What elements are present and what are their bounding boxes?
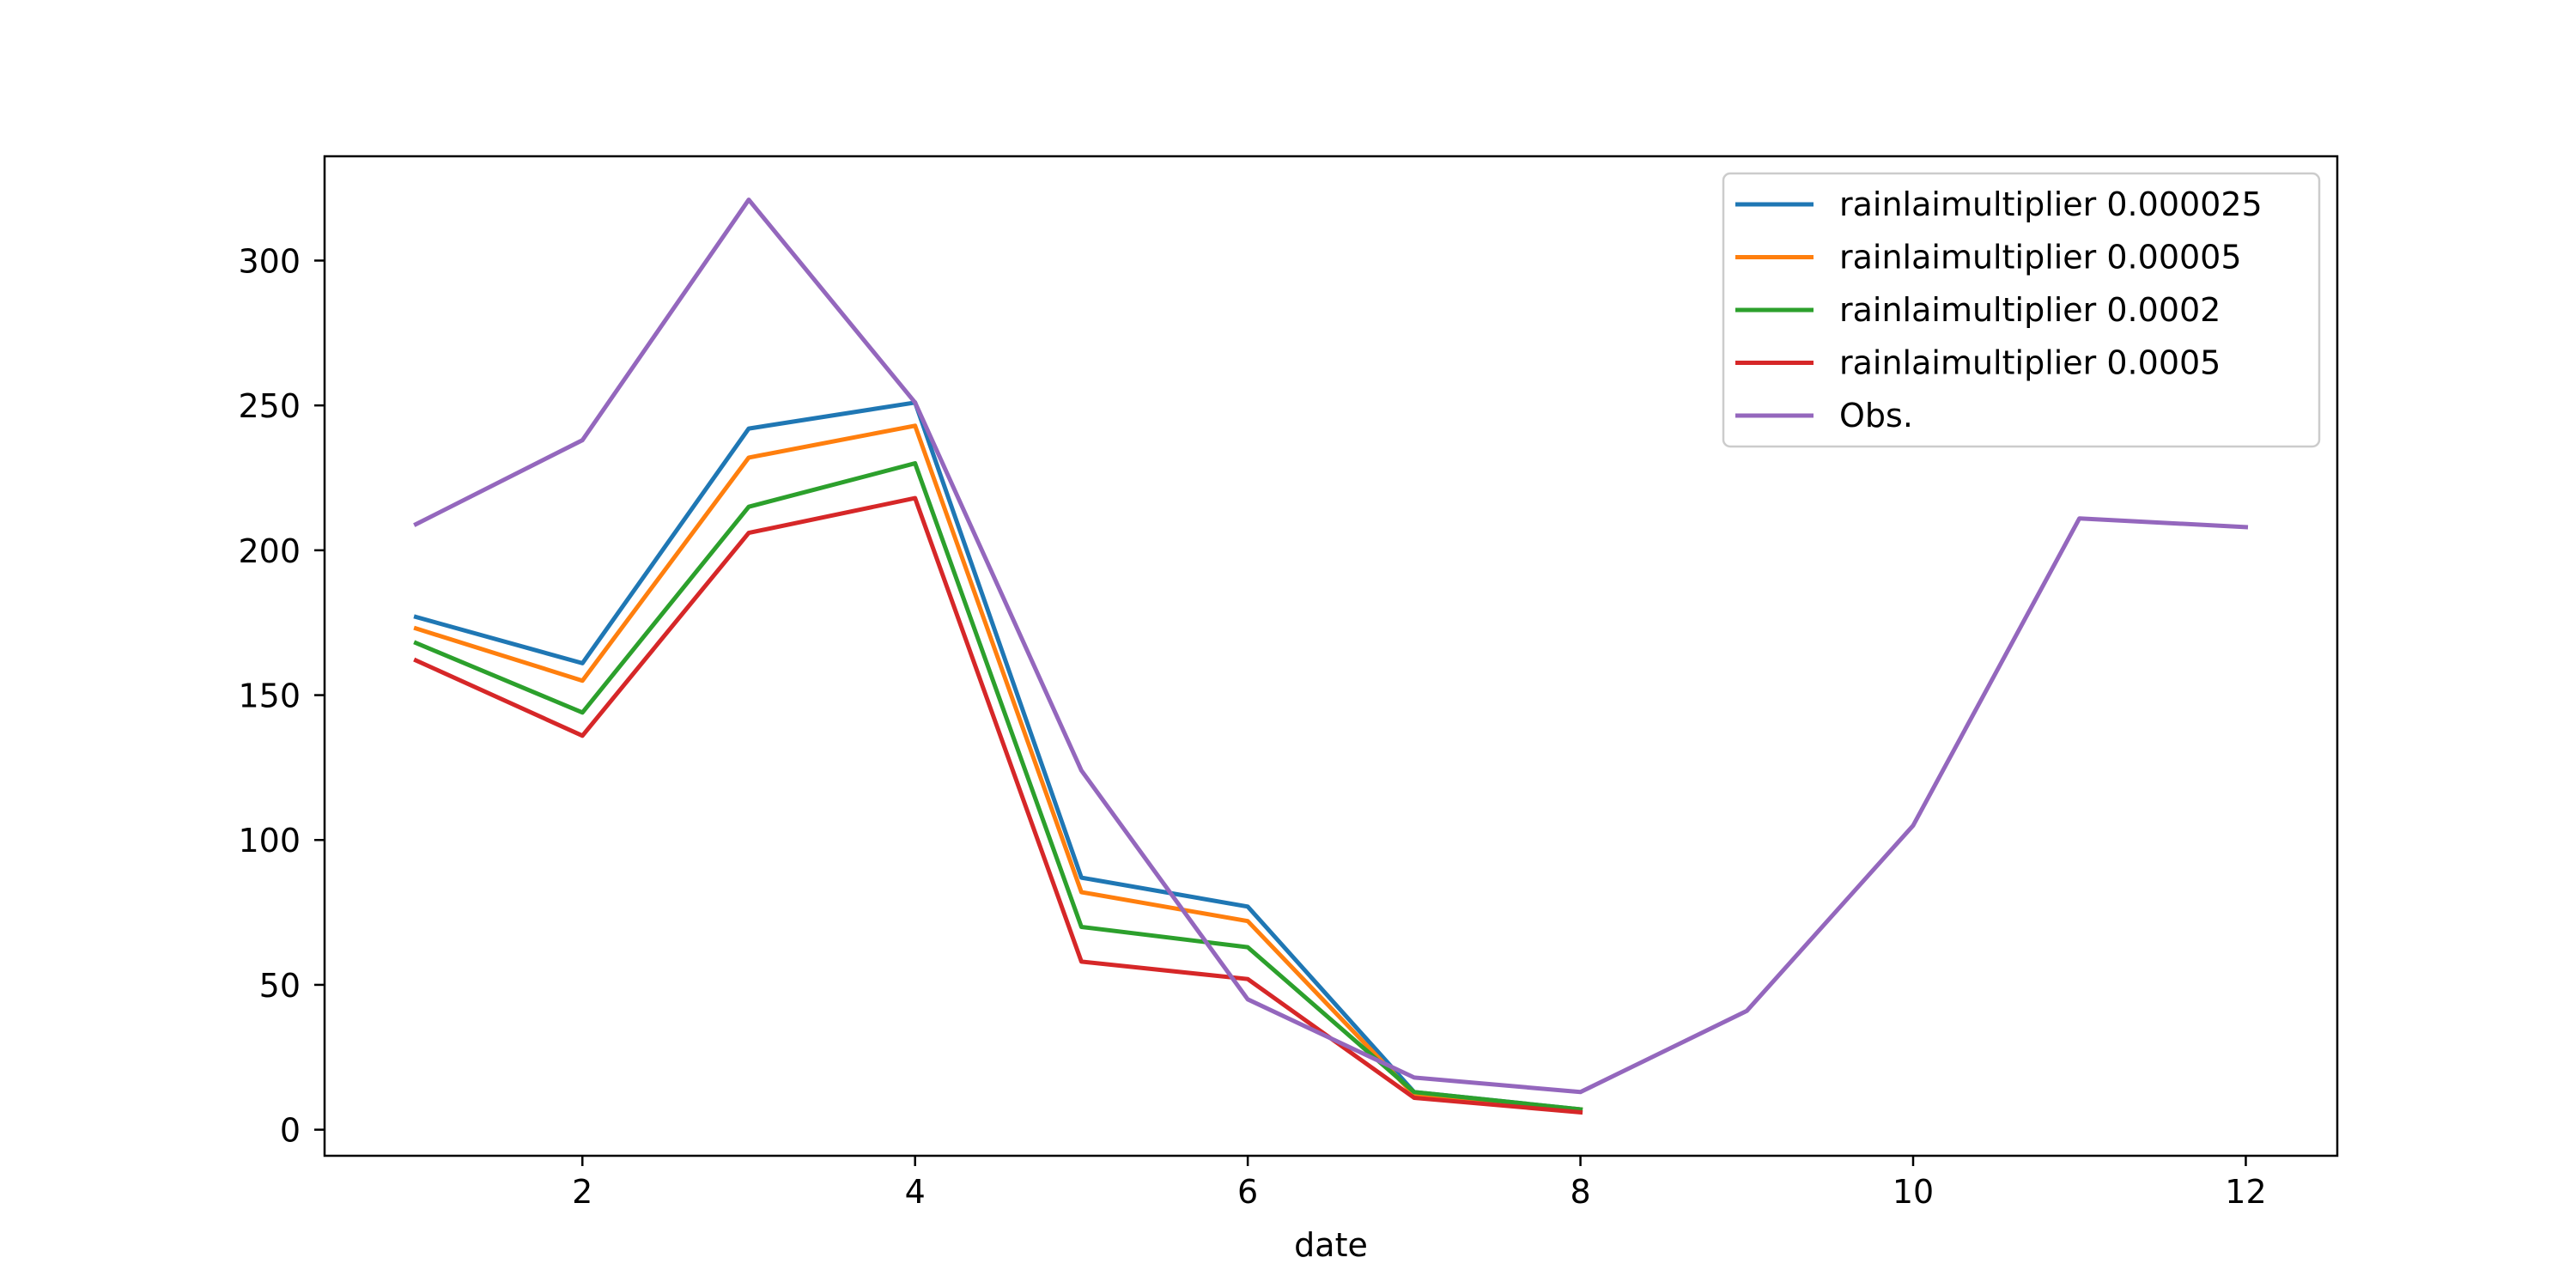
legend-label-4: Obs. (1839, 397, 1913, 434)
x-tick-label: 4 (905, 1173, 926, 1211)
y-tick-label: 150 (238, 677, 301, 715)
x-tick-label: 12 (2225, 1173, 2266, 1211)
x-tick-label: 6 (1237, 1173, 1258, 1211)
y-tick-label: 50 (259, 967, 301, 1005)
x-axis-label: date (1294, 1226, 1368, 1264)
legend: rainlaimultiplier 0.000025 rainlaimultipl… (1722, 172, 2321, 448)
y-axis-ticks: 0 50 100 150 200 250 300 (238, 242, 325, 1150)
y-tick-label: 200 (238, 532, 301, 570)
y-tick-label: 250 (238, 387, 301, 425)
series-layer (413, 197, 2249, 1115)
x-axis-ticks: 2 4 6 8 10 12 (572, 1156, 2267, 1211)
axes-frame (323, 155, 2339, 1157)
y-tick-label: 0 (280, 1112, 301, 1150)
legend-label-1: rainlaimultiplier 0.00005 (1839, 239, 2242, 276)
series-line-0 (413, 400, 1583, 1112)
y-tick-label: 100 (238, 822, 301, 860)
legend-label-2: rainlaimultiplier 0.0002 (1839, 291, 2221, 329)
x-tick-label: 2 (572, 1173, 592, 1211)
legend-label-3: rainlaimultiplier 0.0005 (1839, 344, 2221, 382)
legend-label-0: rainlaimultiplier 0.000025 (1839, 185, 2263, 223)
x-tick-label: 8 (1570, 1173, 1590, 1211)
series-line-4 (413, 197, 2249, 1095)
series-line-3 (413, 495, 1583, 1115)
x-tick-label: 10 (1893, 1173, 1934, 1211)
series-line-2 (413, 461, 1583, 1112)
y-tick-label: 300 (238, 242, 301, 280)
legend-box (1722, 172, 2321, 448)
